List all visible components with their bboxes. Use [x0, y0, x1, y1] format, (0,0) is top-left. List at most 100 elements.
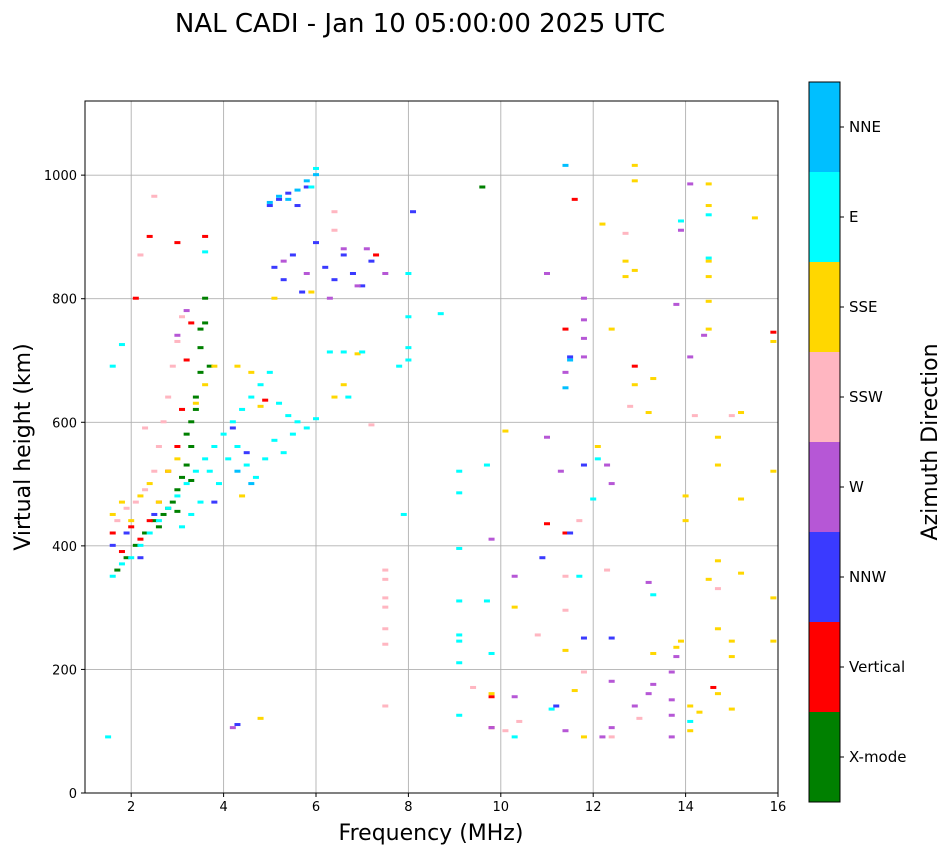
colorbar-segment	[809, 352, 840, 442]
colorbar-frame	[808, 81, 841, 803]
series-vertical	[109, 197, 777, 730]
data-point	[165, 469, 172, 473]
data-point	[677, 639, 684, 643]
data-point	[192, 401, 199, 405]
data-point	[331, 278, 338, 282]
data-point	[645, 580, 652, 584]
data-point	[608, 679, 615, 683]
data-point	[285, 414, 292, 418]
data-point	[405, 346, 412, 350]
data-point	[770, 330, 777, 334]
data-point	[294, 204, 301, 208]
data-point	[580, 336, 587, 340]
data-point	[511, 605, 518, 609]
data-point	[567, 355, 574, 359]
data-point	[714, 559, 721, 563]
data-point	[687, 355, 694, 359]
data-point	[470, 685, 477, 689]
data-point	[456, 546, 463, 550]
data-point	[243, 463, 250, 467]
data-point	[197, 370, 204, 374]
data-point	[544, 522, 550, 526]
data-point	[770, 339, 777, 343]
data-point	[160, 420, 167, 424]
data-point	[322, 265, 329, 269]
data-point	[562, 574, 569, 578]
data-point	[188, 512, 195, 516]
data-point	[673, 655, 680, 659]
data-point	[645, 692, 652, 696]
colorbar-ticks: X-mode Vertical NNW W SSW SSE E NNE	[840, 118, 906, 766]
data-point	[687, 182, 694, 186]
data-point	[146, 531, 153, 535]
series-xmode	[114, 185, 486, 572]
data-point	[188, 321, 195, 325]
data-point	[123, 506, 130, 510]
data-point	[229, 420, 236, 424]
data-point	[562, 531, 569, 535]
data-point	[382, 642, 389, 646]
data-point	[165, 395, 172, 399]
data-point	[188, 420, 195, 424]
data-point	[368, 259, 375, 263]
data-point	[770, 469, 777, 473]
data-point	[331, 210, 338, 214]
data-point	[631, 163, 638, 167]
data-point	[183, 358, 190, 362]
data-point	[303, 179, 310, 183]
data-point	[349, 272, 356, 275]
colorbar-tick-label: NNW	[849, 568, 886, 586]
data-point	[571, 197, 578, 201]
data-point	[714, 587, 721, 591]
data-point	[728, 655, 735, 659]
data-point	[580, 735, 587, 739]
colorbar-tick-label: SSE	[849, 298, 878, 316]
data-point	[206, 469, 213, 473]
data-point	[631, 704, 638, 708]
data-point	[197, 346, 204, 350]
data-point	[705, 182, 712, 186]
data-point	[128, 519, 135, 523]
data-point	[271, 296, 278, 300]
y-tick-label: 0	[69, 787, 77, 802]
data-point	[266, 200, 273, 204]
data-point	[142, 488, 149, 492]
data-point	[137, 494, 144, 498]
data-point	[252, 475, 259, 479]
data-point	[313, 173, 319, 177]
data-point	[544, 435, 550, 439]
data-point	[382, 596, 389, 600]
data-point	[239, 494, 246, 498]
data-point	[280, 451, 287, 455]
data-point	[276, 401, 283, 405]
data-point	[276, 194, 283, 198]
data-point	[622, 231, 629, 235]
data-point	[456, 661, 463, 665]
data-point	[326, 296, 333, 300]
data-point	[229, 426, 236, 430]
data-point	[594, 445, 601, 448]
series-sse	[109, 163, 777, 739]
data-point	[165, 506, 172, 510]
y-tick-label: 400	[52, 540, 77, 555]
data-point	[631, 179, 638, 183]
colorbar-tick-label: X-mode	[849, 748, 906, 766]
data-point	[340, 253, 347, 257]
data-point	[289, 253, 296, 257]
data-point	[174, 509, 181, 513]
data-point	[594, 457, 601, 461]
data-point	[608, 482, 615, 486]
data-point	[266, 370, 273, 374]
data-point	[636, 716, 643, 720]
data-point	[770, 596, 777, 600]
data-point	[599, 735, 606, 739]
data-point	[262, 398, 269, 402]
data-point	[705, 577, 712, 581]
data-point	[202, 296, 209, 300]
data-point	[137, 543, 144, 547]
data-point	[294, 420, 301, 424]
y-tick-label: 600	[52, 416, 77, 431]
data-point	[705, 259, 712, 263]
data-point	[174, 445, 181, 448]
